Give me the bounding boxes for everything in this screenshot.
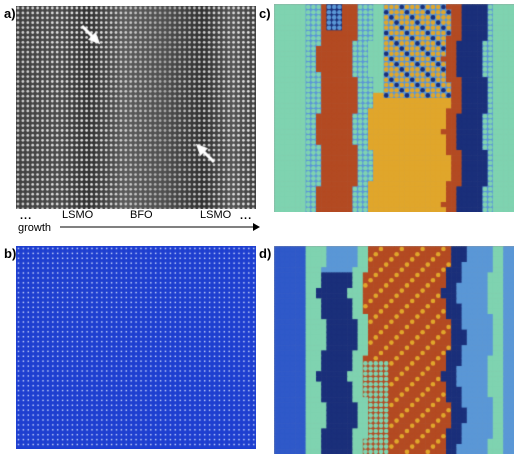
axis-dots-right: ... xyxy=(240,210,253,222)
stem-image-panel-a xyxy=(16,6,256,209)
axis-label-growth: growth xyxy=(18,222,52,234)
map-panel-d xyxy=(274,246,514,454)
panel-label-d: d) xyxy=(259,246,272,261)
axis-dots-left: ... xyxy=(20,210,33,222)
panel-label-b: b) xyxy=(4,246,17,261)
growth-arrow-icon xyxy=(60,223,260,231)
panel-label-c: c) xyxy=(259,6,271,21)
map-panel-b xyxy=(16,246,256,449)
axis-label-bfo: BFO xyxy=(130,209,153,221)
map-panel-c xyxy=(274,4,514,212)
axis-label-lsmo-left: LSMO xyxy=(62,209,94,221)
panel-label-a: a) xyxy=(4,6,16,21)
axis-label-lsmo-right: LSMO xyxy=(200,209,232,221)
